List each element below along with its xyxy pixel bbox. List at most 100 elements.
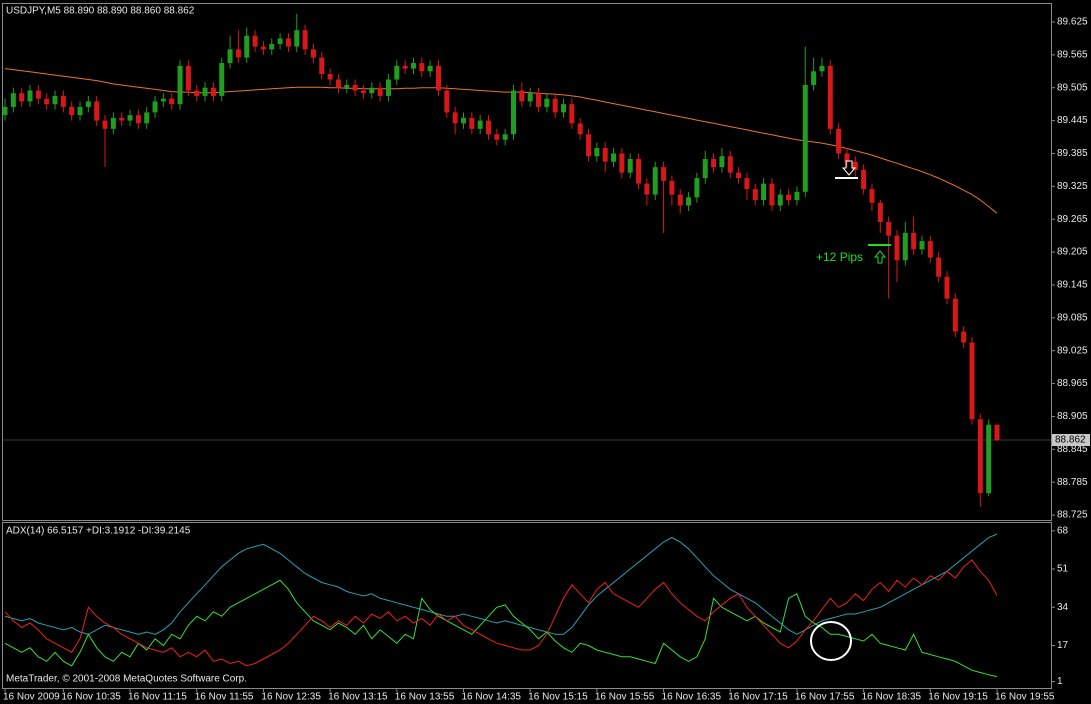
candle-body [485,120,491,135]
x-tick-label: 16 Nov 2009 [3,692,60,703]
buy-arrow [873,250,887,264]
x-tick-label: 16 Nov 11:55 [195,692,254,703]
indicator-panel-border [2,522,1052,689]
candle-body [52,95,58,105]
candle-body [185,65,191,91]
x-tick-label: 16 Nov 17:15 [728,692,788,703]
candle-body [511,90,517,135]
candle-body [260,46,266,50]
x-tick-label: 16 Nov 16:35 [662,692,722,703]
candle-body [277,38,283,44]
candle-body [727,156,733,173]
y-tick-label: 89.265 [1057,214,1088,225]
candle-body [119,117,125,121]
candle-body [677,194,683,206]
candle-body [369,87,375,94]
candle-body [644,183,650,195]
candle-body [894,235,900,261]
candle-body [319,57,325,75]
y-tick-label: 89.025 [1057,345,1088,356]
candle-body [344,84,350,88]
candle-body [477,120,483,129]
candle-body [844,153,850,162]
candle-body [427,65,433,72]
candle-body [561,104,567,113]
y-tick-label: 89.085 [1057,312,1088,323]
candle-body [636,158,642,184]
chart-title: USDJPY,M5 88.890 88.890 88.860 88.862 [6,6,195,17]
candle-body [786,194,792,201]
candle-body [986,424,992,494]
candle-body [135,115,141,124]
candle-body [911,232,917,250]
price-tag [1052,434,1090,447]
candle-body [744,178,750,190]
y-tick-label: 89.205 [1057,247,1088,258]
candle-body [602,147,608,162]
y-tick-label: 89.565 [1057,49,1088,60]
candle-body [819,65,825,72]
candle-body [152,101,158,113]
candle-body [527,93,533,102]
candle-body [94,101,100,121]
candle-body [936,257,942,277]
candle-body [252,35,258,47]
x-tick-label: 16 Nov 19:15 [928,692,988,703]
candle-body [927,241,933,258]
candle-body [852,161,858,170]
candle-body [127,115,133,121]
y-tick-label: 89.385 [1057,148,1088,159]
candle-body [902,232,908,261]
candle-body [202,87,208,96]
candle-body [419,63,425,72]
candle-body [627,158,633,173]
x-tick-label: 16 Nov 13:55 [395,692,455,703]
candle-body [452,112,458,124]
candle-body [719,156,725,168]
candle-body [394,65,400,80]
candle-body [811,71,817,85]
candle-body [269,43,275,50]
candle-body [494,134,500,140]
indicator-line [4,533,998,635]
candle-body [177,65,183,105]
candle-body [544,98,550,107]
y-tick-label: 68 [1057,525,1069,536]
y-tick-label: 89.325 [1057,181,1088,192]
candle-body [69,106,75,116]
candle-body [435,65,441,91]
candle-body [227,49,233,64]
candle-body [169,98,175,105]
x-tick-label: 16 Nov 14:35 [461,692,521,703]
candle-body [952,298,958,332]
candle-body [694,178,700,198]
candle-body [977,419,983,494]
candle-body [702,158,708,179]
y-tick-label: 34 [1057,602,1069,613]
candle-body [444,90,450,113]
candle-body [244,35,250,58]
annotation: +12 Pips [816,250,863,264]
indicator-line [4,579,998,678]
candle-body [777,194,783,206]
x-tick-label: 16 Nov 19:55 [995,692,1055,703]
candle-body [310,49,316,58]
candle-body [961,331,967,343]
candle-body [60,95,66,107]
x-tick-label: 16 Nov 17:55 [795,692,855,703]
candle-body [235,49,241,58]
y-tick-label: 89.505 [1057,82,1088,93]
candle-body [410,63,416,69]
indicator-line [4,559,998,667]
candle-body [861,169,867,190]
candle-body [919,241,925,250]
x-tick-label: 16 Nov 18:35 [862,692,922,703]
candle-body [752,189,758,201]
candle-body [619,153,625,173]
x-tick-label: 16 Nov 10:35 [61,692,121,703]
candle-body [552,98,558,113]
candle-body [110,117,116,129]
y-tick-label: 51 [1057,564,1069,575]
candle-body [594,147,600,157]
